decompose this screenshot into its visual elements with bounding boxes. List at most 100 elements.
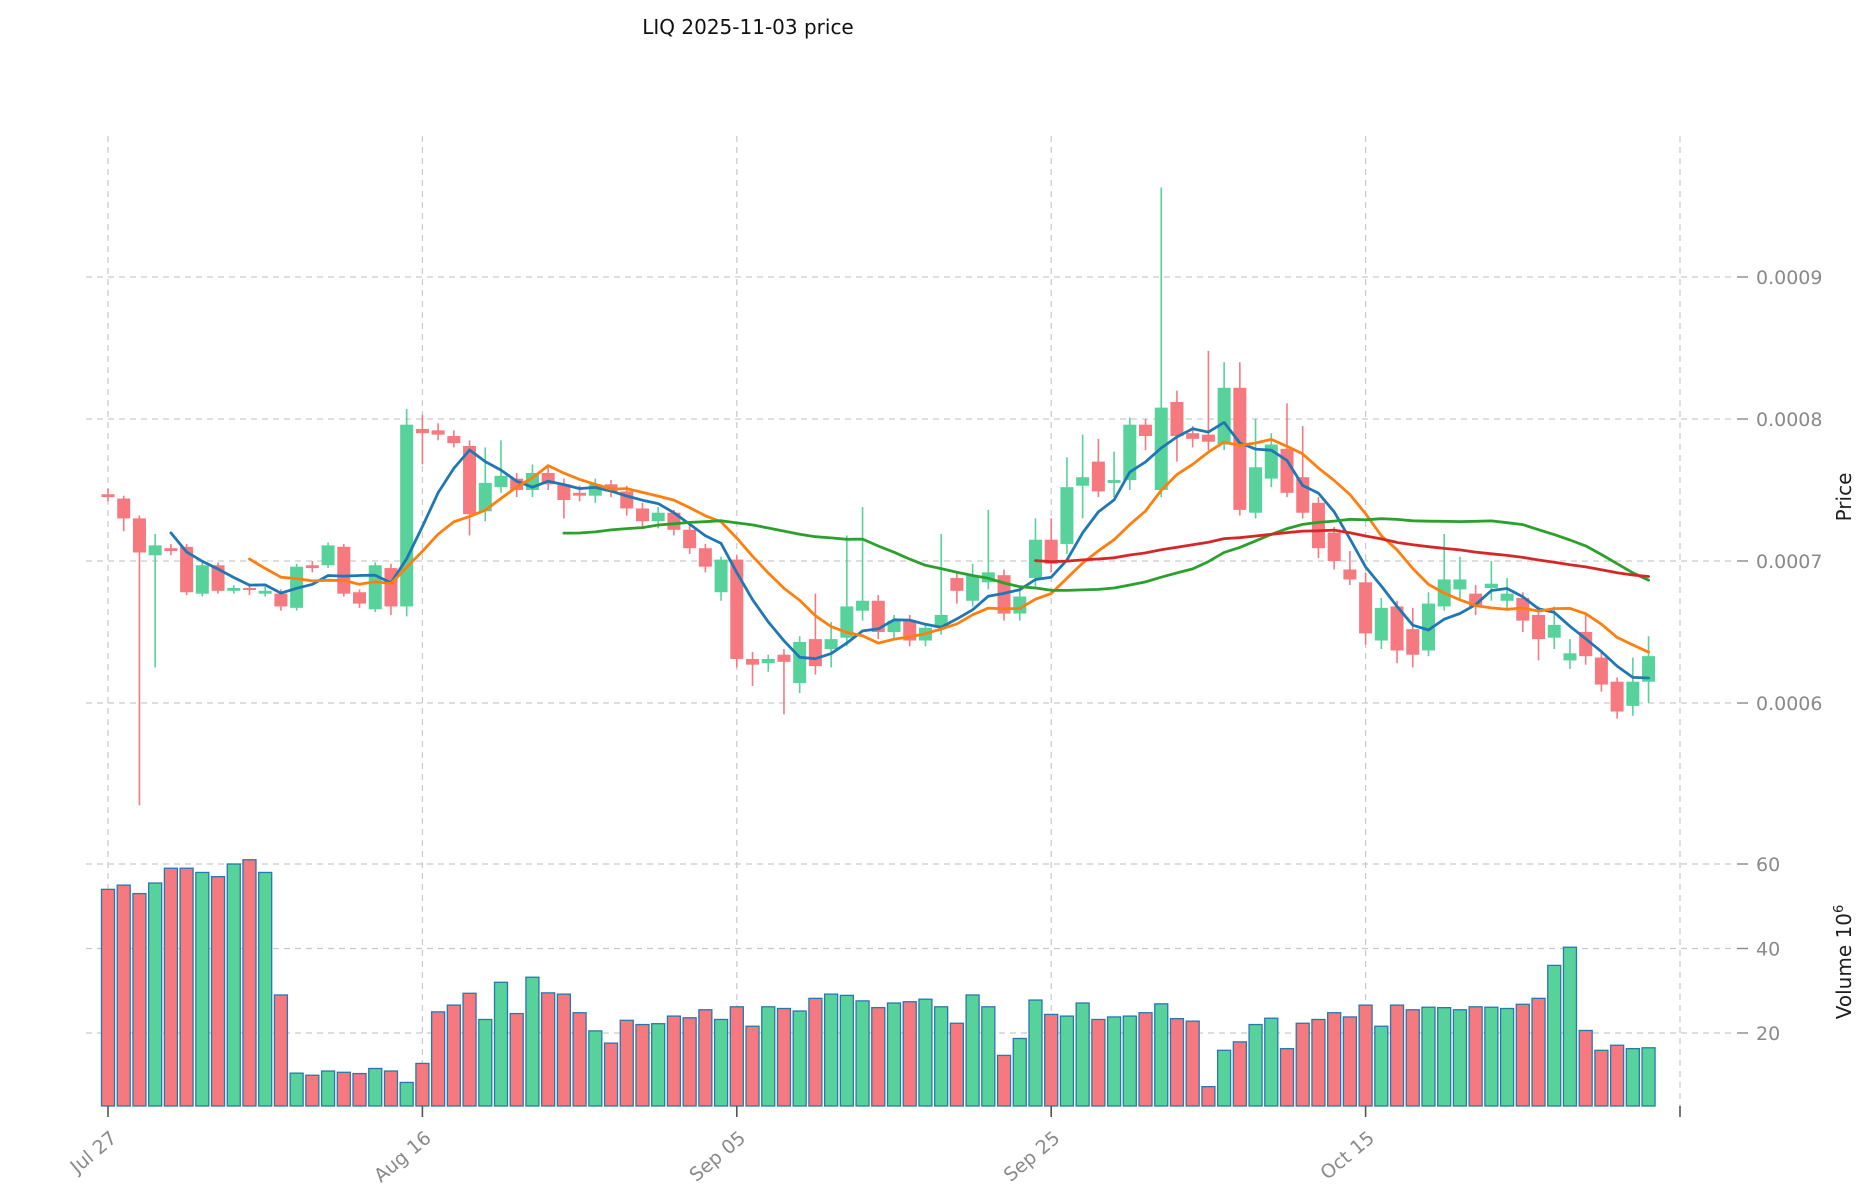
candle-body xyxy=(1579,632,1593,657)
volume-bar xyxy=(1547,964,1562,1107)
candle-body xyxy=(1626,681,1640,706)
volume-bar xyxy=(1609,1044,1625,1107)
volume-bar xyxy=(1405,1009,1420,1107)
x-tick-label: Jul 27 xyxy=(66,1127,122,1179)
volume-bar xyxy=(132,892,147,1107)
volume-bar xyxy=(1185,1020,1200,1107)
volume-bar xyxy=(761,1006,776,1107)
candle-body xyxy=(1327,532,1341,561)
volume-bar xyxy=(273,994,289,1107)
volume-bar xyxy=(1389,1004,1405,1107)
candle-body xyxy=(698,548,712,567)
ma-line-5 xyxy=(169,420,1650,680)
volume-bar xyxy=(886,1002,902,1107)
candle-body xyxy=(1201,434,1215,442)
volume-bar xyxy=(116,884,131,1107)
candle-body xyxy=(777,654,791,662)
candle-body xyxy=(1359,582,1373,634)
ma-line-60 xyxy=(1034,528,1650,578)
candle-body xyxy=(431,430,445,435)
volume-bar xyxy=(430,1011,446,1107)
volume-bar xyxy=(1641,1047,1656,1107)
candle-body xyxy=(180,546,194,593)
price-tick-label: 0.0009 xyxy=(1756,267,1822,289)
volume-tick-label: 20 xyxy=(1756,1023,1780,1045)
x-tick-label: Aug 16 xyxy=(370,1127,436,1187)
candle-body xyxy=(510,478,524,490)
x-tick-label: Sep 05 xyxy=(685,1127,750,1186)
candle-body xyxy=(1170,401,1184,437)
volume-bar xyxy=(368,1067,383,1107)
volume-bar xyxy=(871,1007,886,1107)
candle-body xyxy=(1421,603,1435,651)
moving-average-layer xyxy=(169,420,1650,680)
volume-bar xyxy=(320,1070,336,1107)
volume-bar xyxy=(509,1012,524,1107)
volume-bar xyxy=(1437,1007,1452,1107)
volume-bar xyxy=(1232,1041,1247,1107)
volume-bar xyxy=(399,1081,414,1107)
candle-body xyxy=(1091,461,1105,492)
volume-bar xyxy=(698,1009,713,1107)
volume-bar xyxy=(1264,1017,1279,1107)
candle-body xyxy=(132,518,146,553)
candle-body xyxy=(305,565,319,569)
volume-bar xyxy=(1279,1047,1295,1107)
candle-body xyxy=(415,428,429,434)
volume-bar xyxy=(1452,1009,1468,1107)
candle-body xyxy=(164,548,178,552)
x-tick-label: Sep 25 xyxy=(1000,1127,1065,1186)
candle-body xyxy=(683,529,697,549)
volume-bar xyxy=(682,1017,697,1107)
volume-bar xyxy=(1421,1006,1436,1107)
candle-body xyxy=(494,475,508,488)
volume-bar xyxy=(242,859,257,1107)
candle-body xyxy=(541,472,555,485)
volume-axis-label: Volume 106 xyxy=(1832,905,1856,1019)
volume-bar xyxy=(1578,1029,1593,1107)
volume-bar xyxy=(148,882,163,1107)
volume-bar xyxy=(1106,1016,1122,1107)
volume-bar xyxy=(195,871,210,1107)
candle-body xyxy=(1311,502,1325,549)
volume-bar xyxy=(493,981,509,1107)
volume-bar xyxy=(1122,1015,1137,1107)
candle-body xyxy=(1296,477,1310,513)
volume-bar xyxy=(619,1019,634,1107)
volume-bar xyxy=(603,1042,619,1107)
volume-bar xyxy=(289,1072,304,1107)
candle-body xyxy=(808,639,822,667)
volume-bar xyxy=(383,1070,399,1107)
volume-bar xyxy=(163,867,179,1107)
candle-body xyxy=(258,590,272,594)
candle-body xyxy=(793,641,807,684)
volume-bar xyxy=(1154,1003,1169,1107)
volume-tick-label: 60 xyxy=(1756,854,1780,876)
candle-layer xyxy=(101,187,1656,806)
volume-bar xyxy=(949,1022,965,1107)
volume-bar xyxy=(745,1025,760,1107)
candle-body xyxy=(400,424,414,607)
volume-bar xyxy=(1138,1012,1153,1107)
candle-body xyxy=(1076,477,1090,486)
candle-body xyxy=(274,593,288,607)
volume-bar xyxy=(572,1012,587,1107)
candle-body xyxy=(1280,448,1294,493)
candle-body xyxy=(1610,681,1624,712)
volume-bar xyxy=(1374,1025,1389,1107)
volume-bar xyxy=(1311,1018,1326,1107)
volume-bar xyxy=(1028,999,1043,1107)
volume-bar xyxy=(965,994,980,1107)
chart-title: LIQ 2025-11-03 price xyxy=(642,15,854,39)
volume-bar xyxy=(792,1010,807,1107)
candle-body xyxy=(557,484,571,500)
candle-body xyxy=(824,639,838,650)
price-tick-label: 0.0007 xyxy=(1756,551,1822,573)
candle-body xyxy=(117,498,131,519)
candle-body xyxy=(856,600,870,611)
volume-bar xyxy=(839,994,854,1107)
price-tick-label: 0.0006 xyxy=(1756,693,1822,715)
volume-bar xyxy=(525,976,540,1107)
candle-body xyxy=(1060,487,1074,544)
volume-bar xyxy=(981,1006,996,1107)
